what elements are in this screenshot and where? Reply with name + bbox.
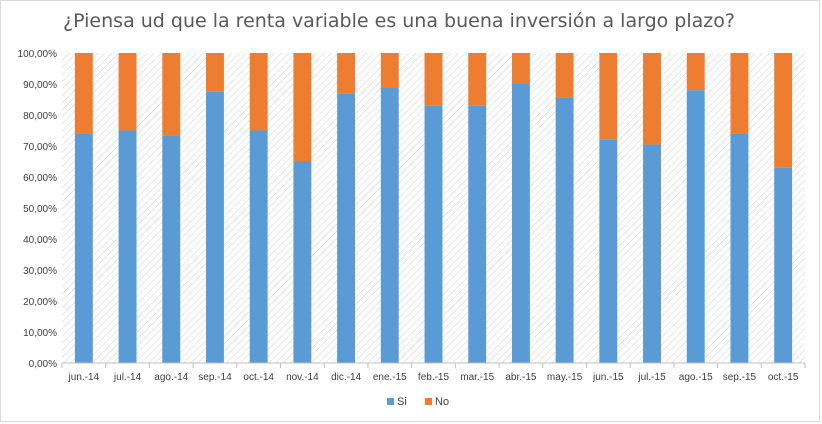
bar-si-mar.-15 bbox=[468, 105, 487, 363]
bar-si-ene.-15 bbox=[380, 87, 399, 363]
y-tick-label: 100,00% bbox=[18, 49, 58, 60]
y-tick-label: 30,00% bbox=[23, 266, 57, 277]
bar-si-oct.-15 bbox=[774, 167, 793, 363]
x-tick-label: ago.-14 bbox=[154, 372, 188, 383]
bar-no-dic.-14 bbox=[337, 53, 356, 94]
bar-no-mar.-15 bbox=[468, 53, 487, 106]
bar-no-ago.-14 bbox=[162, 53, 181, 136]
legend-swatch-no bbox=[425, 398, 432, 405]
x-tick-label: abr.-15 bbox=[505, 372, 537, 383]
bar-no-ago.-15 bbox=[686, 53, 705, 91]
bar-si-may.-15 bbox=[555, 97, 574, 363]
bar-no-abr.-15 bbox=[511, 53, 530, 84]
bar-no-feb.-15 bbox=[424, 53, 443, 106]
bar-no-may.-15 bbox=[555, 53, 574, 98]
x-tick-label: may.-15 bbox=[547, 372, 583, 383]
bar-si-jul.-14 bbox=[118, 130, 137, 363]
y-tick-label: 40,00% bbox=[23, 235, 57, 246]
bar-no-nov.-14 bbox=[293, 53, 312, 162]
x-tick-label: mar.-15 bbox=[460, 372, 494, 383]
x-tick-label: sep.-14 bbox=[198, 372, 232, 383]
bar-si-jun.-15 bbox=[599, 139, 618, 363]
y-tick-label: 20,00% bbox=[23, 297, 57, 308]
bar-no-jun.-14 bbox=[74, 53, 93, 134]
x-tick-label: dic.-14 bbox=[331, 372, 361, 383]
x-tick-label: jul.-15 bbox=[637, 372, 666, 383]
y-tick-label: 10,00% bbox=[23, 328, 57, 339]
bar-si-feb.-15 bbox=[424, 105, 443, 363]
bar-no-jul.-14 bbox=[118, 53, 137, 131]
bar-si-ago.-15 bbox=[686, 90, 705, 363]
bar-no-jul.-15 bbox=[643, 53, 661, 145]
bar-si-nov.-14 bbox=[293, 161, 312, 363]
bars bbox=[74, 53, 793, 364]
legend: Si No bbox=[387, 396, 449, 408]
bar-si-sep.-14 bbox=[206, 91, 224, 363]
bar-no-oct.-14 bbox=[249, 53, 268, 131]
x-tick-label: jun.-15 bbox=[592, 372, 624, 383]
x-tick-label: jul.-14 bbox=[113, 372, 142, 383]
bar-si-dic.-14 bbox=[337, 93, 356, 364]
chart-title: ¿Piensa ud que la renta variable es una … bbox=[63, 10, 735, 32]
y-tick-label: 90,00% bbox=[23, 80, 57, 91]
bar-no-jun.-15 bbox=[599, 53, 618, 140]
bar-si-oct.-14 bbox=[249, 130, 268, 363]
y-tick-label: 0,00% bbox=[29, 359, 57, 370]
x-tick-label: ago.-15 bbox=[679, 372, 713, 383]
x-tick-label: nov.-14 bbox=[286, 372, 319, 383]
x-tick-label: sep.-15 bbox=[723, 372, 757, 383]
bar-no-sep.-15 bbox=[730, 53, 749, 134]
bar-no-oct.-15 bbox=[774, 53, 793, 168]
y-tick-label: 70,00% bbox=[23, 142, 57, 153]
bar-si-jul.-15 bbox=[643, 144, 661, 363]
y-tick-label: 50,00% bbox=[23, 204, 57, 215]
x-tick-label: feb.-15 bbox=[418, 372, 450, 383]
bar-si-jun.-14 bbox=[74, 133, 93, 363]
legend-label-no: No bbox=[435, 396, 449, 408]
legend-swatch-si bbox=[387, 398, 394, 405]
bar-no-ene.-15 bbox=[380, 53, 399, 88]
bar-si-ago.-14 bbox=[162, 135, 181, 363]
y-axis: 0,00% 10,00% 20,00% 30,00% 40,00% 50,00% 60,00… bbox=[18, 49, 58, 370]
x-tick-label: oct.-14 bbox=[243, 372, 274, 383]
x-tick-label: oct.-15 bbox=[768, 372, 799, 383]
x-tick-label: ene.-15 bbox=[373, 372, 407, 383]
bar-si-sep.-15 bbox=[730, 133, 749, 363]
bar-si-abr.-15 bbox=[511, 84, 530, 363]
x-axis: jun.-14 jul.-14 ago.-14 sep.-14 oct.-14 nov.-… bbox=[61, 363, 806, 383]
y-tick-label: 60,00% bbox=[23, 173, 57, 184]
x-tick-label: jun.-14 bbox=[68, 372, 100, 383]
y-tick-label: 80,00% bbox=[23, 111, 57, 122]
bar-no-sep.-14 bbox=[206, 53, 224, 92]
legend-label-si: Si bbox=[397, 396, 407, 408]
